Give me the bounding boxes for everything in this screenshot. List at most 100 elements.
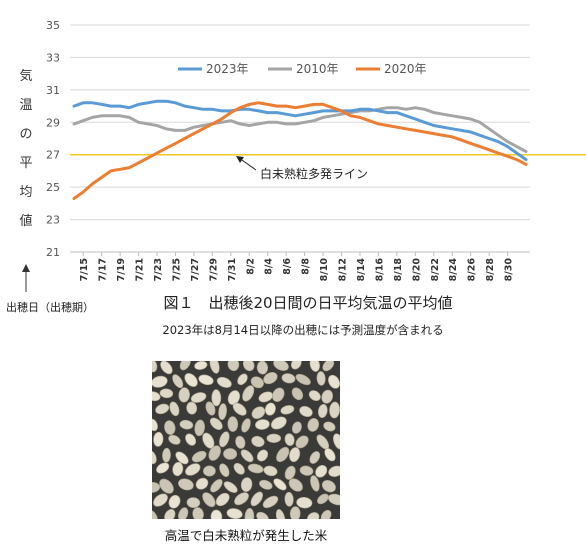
rice-grain <box>156 462 170 474</box>
x-tick-label: 7/27 <box>190 258 201 281</box>
y-axis-label-char: 温 <box>19 98 32 113</box>
x-tick-label: 8/10 <box>319 258 330 282</box>
x-tick-label: 7/21 <box>135 258 146 281</box>
rice-grain <box>290 361 302 370</box>
rice-grain <box>209 417 223 431</box>
y-tick-label: 23 <box>46 214 60 227</box>
rice-grain <box>263 465 278 477</box>
rice-grain <box>307 418 320 432</box>
rice-grain <box>284 491 294 507</box>
rice-grain <box>237 373 248 386</box>
rice-grain <box>259 479 273 490</box>
rice-grain <box>296 496 313 509</box>
rice-grain <box>172 461 184 477</box>
rice-grain <box>320 509 332 519</box>
x-tick-label: 8/4 <box>264 258 275 275</box>
rice-grain <box>329 401 340 419</box>
rice-grain <box>153 431 164 447</box>
photo-caption: 高温で白未熟粒が発生した米 <box>164 528 328 543</box>
rice-grain <box>152 418 158 432</box>
rice-grain <box>227 416 239 432</box>
rice-grain <box>308 390 321 401</box>
rice-grain <box>169 401 180 417</box>
rice-grain <box>276 446 290 463</box>
rice-grain <box>295 373 311 386</box>
rice-grain <box>251 435 265 448</box>
rice-grain <box>315 464 328 478</box>
rice-grain <box>328 465 340 477</box>
rice-grain <box>227 361 240 372</box>
rice-grain <box>264 402 276 416</box>
rice-grain <box>256 449 269 462</box>
rice-grain <box>152 391 161 402</box>
rice-grain <box>328 374 340 389</box>
rice-grain <box>291 421 302 434</box>
rice-grain <box>152 361 158 373</box>
x-tick-label: 8/12 <box>338 258 349 281</box>
annotation-label: 白未熟粒多発ライン <box>260 166 368 181</box>
rice-grain <box>152 449 157 465</box>
rice-grain <box>295 435 309 449</box>
rice-grain <box>168 434 181 445</box>
rice-grain <box>223 448 238 460</box>
x-tick-label: 8/24 <box>448 258 459 282</box>
rice-grain <box>185 433 197 446</box>
x-tick-label: 8/20 <box>411 258 422 282</box>
rice-grain <box>202 492 216 508</box>
series-lines <box>72 99 528 200</box>
rice-grain <box>191 450 207 463</box>
figure-note: 2023年は8月14日以降の出穂には予測温度が含まれる <box>162 323 444 337</box>
reference-annotation: 白未熟粒多発ライン <box>236 156 368 181</box>
rice-grain <box>172 374 184 389</box>
rice-grain <box>160 361 173 375</box>
rice-grain <box>242 385 255 402</box>
rice-grain <box>209 361 220 374</box>
rice-grain <box>299 405 313 418</box>
series-line-2020年 <box>72 101 528 200</box>
rice-grain <box>159 388 174 399</box>
rice-grain <box>233 462 245 475</box>
x-tick-label: 8/2 <box>245 258 256 275</box>
x-tick-label: 7/23 <box>153 258 164 281</box>
rice-grain <box>205 401 216 416</box>
y-tick-labels: 21 23 25 27 29 31 33 35 <box>46 19 60 259</box>
rice-grain <box>219 431 230 448</box>
rice-grain <box>244 508 255 519</box>
rice-grain <box>216 376 232 388</box>
rice-grain <box>321 389 334 404</box>
chart: 21 23 25 27 29 31 33 35 7/15 7/17 7/19 7/21 7/23 7/2… <box>19 19 586 292</box>
rice-grain <box>152 481 161 493</box>
rice-grain <box>179 361 191 371</box>
rice-grain <box>178 387 190 403</box>
legend-label: 2020年 <box>384 62 427 76</box>
rice-grain <box>242 361 255 372</box>
rice-grain <box>317 403 328 419</box>
x-tick-label: 8/8 <box>301 258 312 275</box>
rice-grain <box>240 449 254 463</box>
y-axis-label-char: 平 <box>19 156 32 171</box>
rice-grain <box>263 372 278 385</box>
x-tick-label: 7/19 <box>116 258 127 281</box>
rice-grain <box>240 477 253 492</box>
x-tick-label: 8/6 <box>282 258 293 275</box>
x-tick-label: 7/25 <box>171 258 182 281</box>
rice-grain <box>256 511 269 519</box>
x-axis-label: 出穂日（出穂期） <box>6 301 94 314</box>
legend: 2023年 2010年 2020年 <box>178 62 427 76</box>
rice-grain <box>272 387 285 402</box>
y-tick-label: 31 <box>46 84 60 97</box>
rice-grain <box>195 477 209 490</box>
rice-grain <box>251 406 266 420</box>
rice-grain <box>192 507 204 519</box>
rice-grain <box>250 376 264 389</box>
rice-grain <box>307 512 320 519</box>
rice-grain <box>227 390 241 406</box>
rice-grain <box>309 451 321 464</box>
rice-grains-image <box>152 361 340 519</box>
rice-grain <box>159 478 174 494</box>
rice-grain <box>152 509 158 519</box>
rice-grain <box>250 491 264 507</box>
rice-grain <box>275 509 286 519</box>
rice-grain <box>247 463 264 474</box>
rice-grain <box>198 374 214 386</box>
